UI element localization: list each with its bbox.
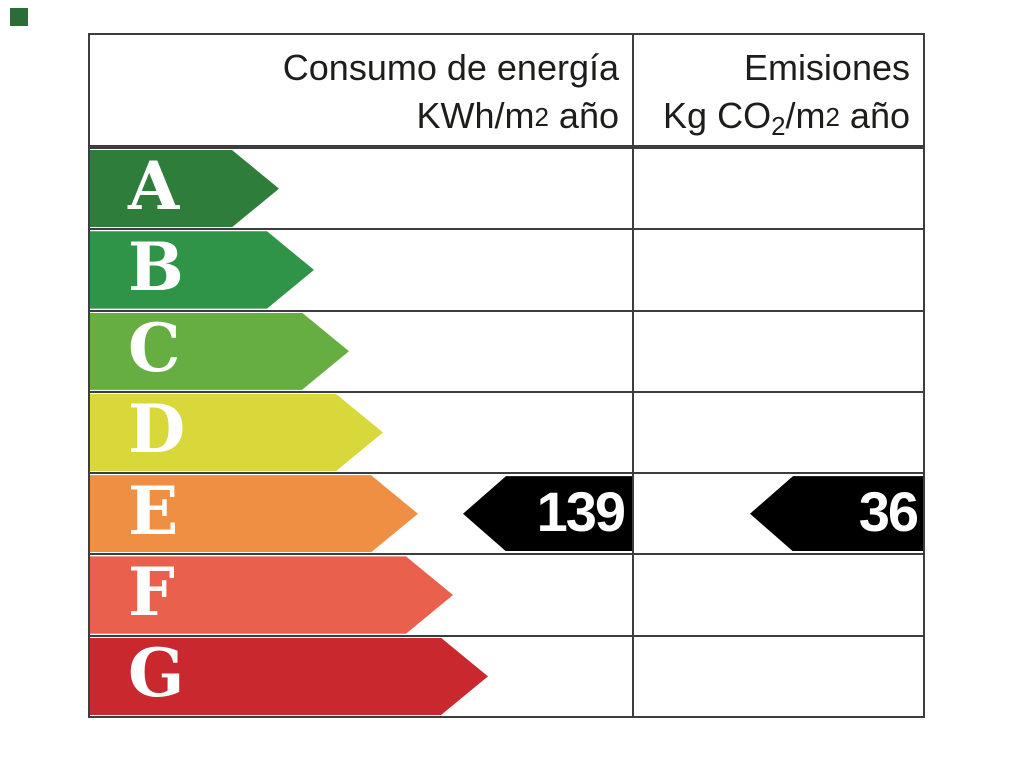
column-divider: [632, 35, 634, 716]
energy-rating-table: Consumo de energía KWh/m2 año Emisiones …: [88, 33, 925, 718]
rating-letter-f: F: [128, 553, 175, 632]
rating-row-g: G: [90, 634, 923, 716]
emissions-value-arrow: 36: [750, 476, 923, 552]
emissions-header-line1: Emisiones: [743, 47, 910, 88]
table-header: Consumo de energía KWh/m2 año Emisiones …: [90, 35, 923, 147]
emissions-value: 36: [858, 479, 919, 543]
rating-arrow-f: F: [90, 556, 453, 633]
rating-arrow-b: B: [90, 231, 314, 308]
rating-letter-b: B: [128, 227, 184, 306]
rating-arrow-c: C: [90, 313, 349, 390]
rating-letter-e: E: [128, 471, 179, 550]
rating-row-c: C: [90, 309, 923, 391]
rating-row-a: A: [90, 147, 923, 228]
corner-mark: [10, 8, 28, 26]
emissions-header-line2: Kg CO2/m2 año: [663, 95, 910, 141]
rating-letter-a: A: [128, 146, 180, 225]
consumption-value: 139: [536, 479, 626, 543]
rating-arrow-a: A: [90, 150, 279, 227]
emissions-column-header: Emisiones Kg CO2/m2 año: [632, 35, 923, 145]
consumption-value-arrow: 139: [463, 476, 632, 552]
rating-row-d: D: [90, 390, 923, 472]
rating-arrow-d: D: [90, 394, 383, 471]
rating-letter-d: D: [128, 390, 186, 469]
rating-row-e: E 139 36: [90, 472, 923, 553]
rating-arrow-g: G: [90, 638, 488, 715]
rating-letter-c: C: [128, 309, 181, 388]
consumption-header-line2: KWh/m2 año: [416, 95, 619, 136]
consumption-column-header: Consumo de energía KWh/m2 año: [90, 35, 632, 145]
rating-letter-g: G: [128, 634, 185, 713]
rating-row-b: B: [90, 228, 923, 309]
rating-row-f: F: [90, 553, 923, 634]
consumption-header-line1: Consumo de energía: [282, 47, 619, 88]
rating-arrow-e: E: [90, 475, 418, 552]
